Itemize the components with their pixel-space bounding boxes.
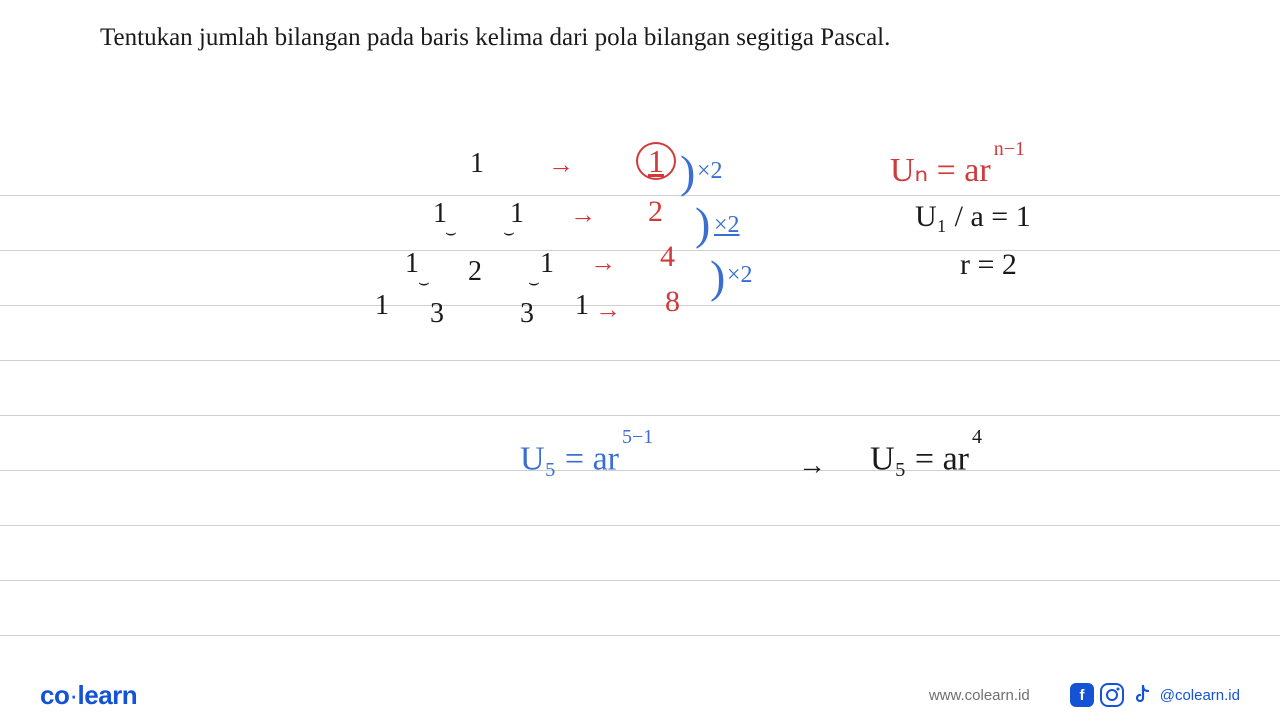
footer: co·learn www.colearn.id f @colearn.id — [0, 670, 1280, 720]
multiplier-bracket: ) — [680, 145, 695, 198]
row-sum-3: 4 — [660, 240, 675, 274]
formula-general: Uₙ = arn−1 — [890, 150, 1022, 190]
circled-value — [636, 142, 676, 180]
pascal-row-3-a: 1 — [405, 248, 419, 280]
arrow-mark: → — [798, 450, 826, 482]
pascal-row-4-d: 1 — [575, 290, 589, 322]
bracket-mark: ⌣ — [503, 222, 515, 243]
arrow-mark: → — [570, 200, 596, 230]
formula-u5-step: U₅ = ar5−1 — [520, 440, 650, 478]
social-handle: @colearn.id — [1160, 687, 1240, 704]
row-sum-4: 8 — [665, 285, 680, 319]
instagram-icon — [1100, 683, 1124, 707]
tiktok-icon — [1130, 683, 1154, 707]
formula-u5-result: U₅ = ar4 — [870, 440, 979, 478]
multiplier-label: ×2 — [697, 158, 723, 185]
website-url: www.colearn.id — [929, 687, 1030, 704]
arrow-mark: → — [590, 248, 616, 278]
pascal-row-4-b: 3 — [430, 298, 444, 330]
formula-u1: U₁ / a = 1 — [915, 200, 1031, 234]
multiplier-label: ×2 — [714, 212, 740, 239]
multiplier-bracket: ) — [695, 197, 710, 250]
facebook-icon: f — [1070, 683, 1094, 707]
multiplier-bracket: ) — [710, 250, 725, 303]
arrow-mark: → — [548, 150, 574, 180]
row-sum-2: 2 — [648, 195, 663, 229]
arrow-mark: → — [595, 295, 621, 325]
pascal-row-4-c: 3 — [520, 298, 534, 330]
pascal-row-4-a: 1 — [375, 290, 389, 322]
question-text: Tentukan jumlah bilangan pada baris keli… — [100, 24, 890, 52]
bracket-mark: ⌣ — [445, 222, 457, 243]
bracket-mark: ⌣ — [528, 272, 540, 293]
multiplier-label: ×2 — [727, 262, 753, 289]
logo: co·learn — [40, 680, 137, 711]
formula-r: r = 2 — [960, 248, 1017, 282]
pascal-row-1: 1 — [470, 148, 484, 180]
social-links: f @colearn.id — [1070, 683, 1240, 707]
ruled-lines — [0, 0, 1280, 720]
bracket-mark: ⌣ — [418, 272, 430, 293]
pascal-row-3-b: 2 — [468, 256, 482, 288]
pascal-row-3-c: 1 — [540, 248, 554, 280]
